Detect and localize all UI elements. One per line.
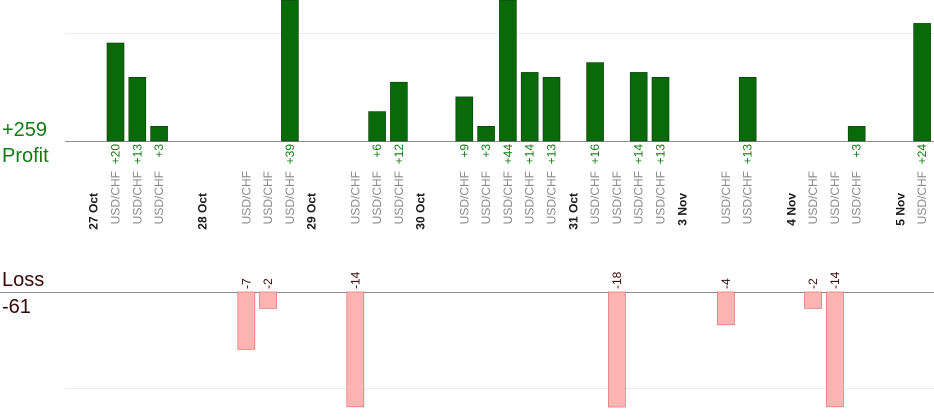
- profit-bar: [738, 77, 757, 142]
- profit-bar: [390, 81, 408, 142]
- profit-total: +259: [2, 119, 48, 141]
- pair-tick-label: USD/CHF: [654, 171, 668, 224]
- loss-value-label: -2: [261, 278, 275, 289]
- pair-tick-label: USD/CHF: [501, 171, 515, 224]
- loss-bar: [826, 291, 844, 408]
- profit-value-label: +14: [523, 144, 537, 165]
- loss-value-label: -2: [806, 278, 820, 289]
- pair-tick-label: USD/CHF: [479, 171, 493, 224]
- pair-tick-label: USD/CHF: [392, 171, 406, 224]
- profit-bar: [651, 77, 670, 142]
- pair-tick-label: USD/CHF: [130, 171, 144, 224]
- loss-value-label: -14: [828, 271, 842, 289]
- profit-bar: [455, 96, 474, 142]
- profit-value-label: +39: [283, 144, 297, 165]
- pair-tick-label: USD/CHF: [588, 171, 602, 224]
- profit-label: Profit: [2, 145, 49, 167]
- profit-value-label: +13: [130, 144, 144, 165]
- loss-value-label: -7: [239, 278, 253, 289]
- profit-bar: [128, 77, 147, 142]
- profit-bar: [913, 23, 931, 142]
- pair-tick-label: USD/CHF: [632, 171, 646, 224]
- profit-bar: [150, 126, 168, 142]
- date-tick-label: 31 Oct: [566, 193, 580, 230]
- profit-value-label: +13: [741, 144, 755, 165]
- pair-tick-label: USD/CHF: [915, 171, 929, 224]
- pair-tick-label: USD/CHF: [850, 171, 864, 224]
- date-tick-label: 30 Oct: [414, 193, 428, 230]
- loss-bar: [237, 291, 256, 350]
- loss-bar: [717, 291, 735, 326]
- pair-tick-label: USD/CHF: [283, 171, 297, 224]
- pair-tick-label: USD/CHF: [370, 171, 384, 224]
- loss-value-label: -4: [719, 278, 733, 289]
- date-tick-label: 4 Nov: [784, 193, 798, 226]
- profit-value-label: +3: [479, 144, 493, 158]
- profit-value-label: +3: [152, 144, 166, 158]
- loss-bar: [346, 291, 365, 408]
- chart-category-labels: USD/CHF USD/CHF USD/CHF USD/CHF USD/CHF USD/C…: [87, 171, 929, 230]
- date-tick-label: 29 Oct: [305, 193, 319, 230]
- profit-bar: [368, 111, 386, 142]
- pair-tick-label: USD/CHF: [457, 171, 471, 224]
- profit-bar: [281, 0, 299, 142]
- profit-bar: [477, 126, 495, 142]
- date-tick-label: 27 Oct: [87, 193, 101, 230]
- profit-value-label: +20: [109, 144, 123, 165]
- pair-tick-label: USD/CHF: [152, 171, 166, 224]
- pair-tick-label: USD/CHF: [239, 171, 253, 224]
- profit-value-label: +6: [370, 144, 384, 158]
- profit-value-label: +44: [501, 144, 515, 165]
- profit-value-label: +16: [588, 144, 602, 165]
- loss-total: -61: [2, 296, 31, 318]
- date-tick-label: 28 Oct: [196, 193, 210, 230]
- loss-value-label: -14: [348, 271, 362, 289]
- date-tick-label: 3 Nov: [675, 193, 689, 226]
- loss-bar: [259, 291, 278, 309]
- date-tick-label: 5 Nov: [893, 193, 907, 226]
- pair-tick-label: USD/CHF: [741, 171, 755, 224]
- pair-tick-label: USD/CHF: [828, 171, 842, 224]
- profit-bar: [629, 72, 648, 142]
- loss-value-label: -18: [610, 271, 624, 289]
- profit-value-label: +14: [632, 144, 646, 165]
- pair-tick-label: USD/CHF: [523, 171, 537, 224]
- profit-value-label: +13: [545, 144, 559, 165]
- profit-bar: [499, 0, 517, 142]
- profit-bar: [847, 126, 866, 142]
- profit-bar: [586, 62, 604, 142]
- profit-bar: [106, 42, 125, 142]
- pair-tick-label: USD/CHF: [545, 171, 559, 224]
- profit-value-label: +13: [654, 144, 668, 165]
- pair-tick-label: USD/CHF: [109, 171, 123, 224]
- profit-value-label: +9: [457, 144, 471, 158]
- loss-bar: [804, 291, 822, 309]
- pair-tick-label: USD/CHF: [348, 171, 362, 224]
- chart-value-labels: +20 +13 +3 -7 -2 +39 -14 +6 +12 +9 +3 +44 +14 +13 +16 -…: [109, 144, 930, 289]
- pair-tick-label: USD/CHF: [719, 171, 733, 224]
- profit-bar: [542, 77, 561, 142]
- profit-value-label: +3: [850, 144, 864, 158]
- pair-tick-label: USD/CHF: [806, 171, 820, 224]
- loss-bar: [608, 291, 626, 408]
- pair-tick-label: USD/CHF: [261, 171, 275, 224]
- pair-tick-label: USD/CHF: [610, 171, 624, 224]
- loss-label: Loss: [2, 269, 45, 291]
- profit-bar: [520, 72, 539, 142]
- chart-bars: [106, 0, 931, 408]
- profit-value-label: +12: [392, 144, 406, 165]
- profit-value-label: +24: [915, 144, 929, 165]
